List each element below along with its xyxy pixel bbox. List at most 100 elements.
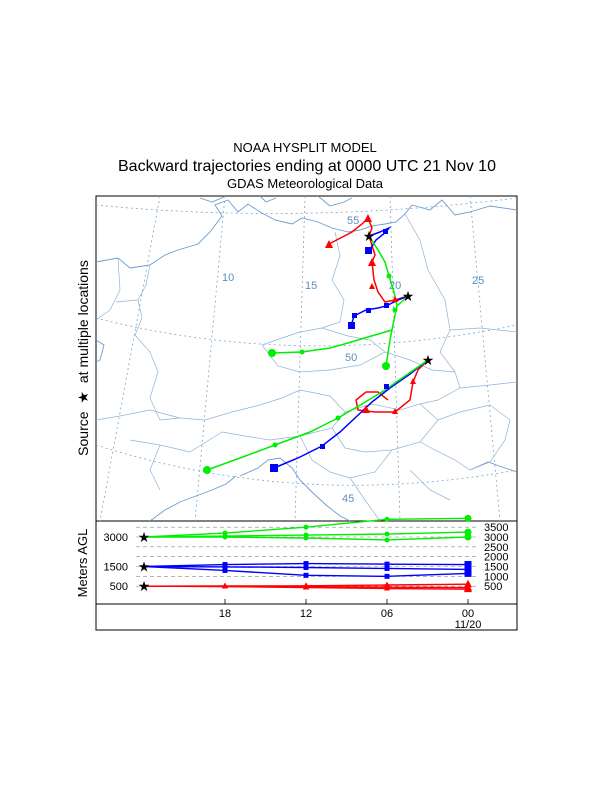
height-marker-triangle	[384, 583, 390, 590]
height-marker-circle	[464, 533, 472, 541]
border-belarus-ukraine	[449, 327, 517, 389]
title-met-data: GDAS Meteorological Data	[227, 176, 384, 191]
border-czech	[261, 327, 386, 373]
border-hungary	[331, 403, 439, 453]
height-marker-triangle	[303, 583, 309, 589]
lat-label-50: 50	[345, 352, 357, 364]
height-start-star-0: ★	[138, 529, 151, 545]
border-switzerland-france	[96, 409, 223, 491]
marker-blue-square	[384, 303, 389, 308]
lat-label-45: 45	[342, 493, 354, 505]
marker-red-triangle	[364, 214, 372, 222]
longitude-line-10	[194, 196, 226, 521]
coastline-north-sea	[96, 199, 349, 269]
height-right-label-1500: 1500	[484, 562, 508, 574]
trajectory-blue-central	[350, 295, 409, 327]
longitude-line-5	[99, 196, 161, 521]
marker-red-triangle	[368, 258, 376, 266]
latitude-line-55	[96, 197, 517, 214]
height-marker-square	[384, 561, 390, 567]
source-label-prefix: Source	[75, 411, 91, 456]
longitude-line-25	[469, 196, 501, 521]
height-marker-triangle	[464, 583, 472, 591]
trajectory-red-south	[355, 359, 429, 413]
longitude-line-20	[389, 196, 401, 521]
border-benelux	[96, 257, 139, 321]
height-marker-circle	[384, 531, 390, 537]
height-right-label-1000: 1000	[484, 571, 508, 583]
marker-blue-square	[348, 322, 355, 329]
height-marker-square	[222, 567, 228, 573]
height-left-label-1500: 1500	[104, 562, 128, 574]
marker-blue-square	[366, 308, 371, 313]
source-label-suffix: at multiple locations	[75, 260, 91, 383]
marker-red-triangle	[392, 296, 398, 302]
marker-green-circle	[299, 349, 305, 355]
lon-label-20: 20	[389, 280, 401, 292]
marker-red-triangle	[369, 283, 375, 289]
time-tick-label-12: 12	[300, 608, 312, 620]
latitude-line-50	[96, 317, 517, 347]
marker-green-circle	[335, 415, 341, 421]
lon-label-15: 15	[305, 280, 317, 292]
longitude-line-15	[294, 196, 306, 521]
height-marker-square	[303, 561, 309, 567]
marker-blue-square	[270, 464, 278, 472]
marker-green-circle	[382, 362, 390, 370]
border-germany-poland	[321, 231, 345, 329]
height-start-star-1: ★	[138, 559, 151, 575]
coastline-west	[96, 339, 105, 363]
latitude-line-45	[96, 444, 517, 486]
time-tick-label-18: 18	[219, 608, 231, 620]
map-area: 55 50 45 10 15 20 25	[96, 196, 517, 521]
meters-agl-label: Meters AGL	[75, 529, 90, 598]
marker-red-triangle	[362, 405, 370, 413]
source-label-star: ★	[75, 391, 91, 404]
map-frame	[95, 195, 518, 522]
marker-green-circle	[272, 442, 278, 448]
border-balkans	[299, 435, 451, 521]
height-marker-square	[303, 572, 309, 578]
height-marker-circle	[464, 514, 472, 522]
height-left-label-500: 500	[110, 581, 128, 593]
height-right-label-500: 500	[484, 581, 502, 593]
marker-red-triangle	[392, 408, 398, 414]
coastline-baltic-east	[411, 199, 517, 216]
source-axis-label: Source ★ at multiple locations	[75, 260, 91, 456]
height-marker-circle	[222, 533, 228, 539]
height-marker-square	[384, 573, 390, 579]
height-marker-circle	[303, 532, 309, 538]
marker-green-circle	[392, 307, 398, 313]
marker-green-circle	[268, 349, 276, 357]
height-marker-square	[384, 565, 390, 571]
time-tick-label-00: 00	[462, 608, 474, 620]
height-panel-frame	[95, 520, 518, 631]
lon-label-25: 25	[472, 275, 484, 287]
title-model: NOAA HYSPLIT MODEL	[233, 140, 377, 155]
height-marker-circle	[384, 516, 390, 522]
height-right-label-3500: 3500	[484, 522, 508, 534]
border-germany-west	[134, 264, 181, 421]
height-marker-square	[303, 564, 309, 570]
marker-green-circle	[203, 466, 211, 474]
marker-red-triangle	[410, 378, 416, 384]
height-panel: 3500300025002000150010005003000150050018…	[104, 514, 508, 631]
marker-green-circle	[386, 273, 392, 279]
source-star-north: ★	[363, 228, 376, 244]
height-right-label-2000: 2000	[484, 552, 508, 564]
source-star-central: ★	[402, 288, 415, 304]
trajectory-green-central	[271, 305, 398, 354]
time-tick-label-06: 06	[381, 608, 393, 620]
trajectory-blue-south	[273, 359, 429, 469]
border-slovakia	[384, 351, 461, 405]
title-main: Backward trajectories ending at 0000 UTC…	[118, 158, 496, 175]
height-marker-square	[464, 561, 472, 569]
coastline-adriatic	[239, 457, 351, 521]
marker-blue-square	[365, 247, 372, 254]
coastline-black-sea	[469, 461, 517, 473]
border-romania	[419, 404, 511, 471]
source-star-south: ★	[422, 352, 435, 368]
height-right-label-3000: 3000	[484, 532, 508, 544]
height-right-label-2500: 2500	[484, 542, 508, 554]
